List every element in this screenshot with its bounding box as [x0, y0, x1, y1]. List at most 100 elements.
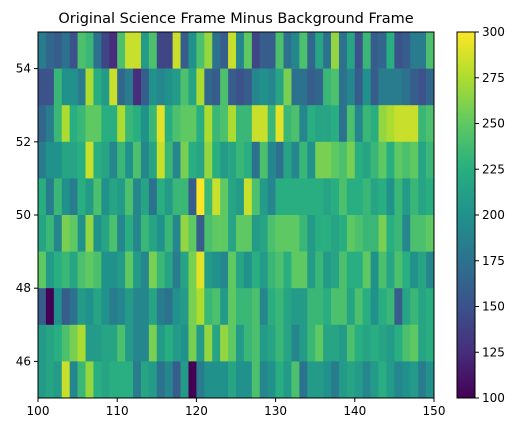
heatmap-cell — [275, 68, 284, 106]
heatmap-cell — [148, 105, 158, 143]
heatmap-cell — [101, 141, 110, 179]
heatmap-cell — [259, 251, 268, 289]
heatmap-cell — [331, 178, 340, 216]
heatmap-cell — [101, 178, 110, 216]
heatmap-cell — [283, 105, 292, 143]
heatmap-cell — [117, 361, 126, 398]
heatmap-cell — [164, 32, 173, 69]
heatmap-cell — [402, 215, 411, 252]
heatmap-cell — [434, 215, 442, 252]
heatmap-cell — [204, 361, 213, 398]
heatmap-cell — [434, 325, 442, 362]
heatmap-cell — [180, 178, 189, 216]
colorbar-tick-label: 175 — [482, 254, 505, 268]
heatmap-cell — [180, 141, 189, 179]
heatmap-cell — [117, 105, 126, 143]
heatmap-cell — [386, 251, 395, 289]
heatmap-cell — [283, 215, 292, 252]
heatmap-cell — [283, 324, 292, 362]
heatmap-cell — [156, 105, 166, 143]
heatmap-cell — [394, 141, 403, 179]
heatmap-cell — [418, 68, 427, 106]
heatmap-cell — [402, 105, 411, 143]
colorbar-tick-label: 150 — [482, 300, 505, 314]
heatmap-cell — [251, 288, 261, 326]
heatmap-cell — [442, 32, 450, 69]
heatmap-cell — [220, 178, 229, 216]
heatmap-cell — [251, 141, 261, 179]
heatmap-cell — [338, 288, 348, 326]
heatmap-cell — [307, 105, 316, 143]
heatmap-cell — [338, 361, 348, 398]
heatmap-cell — [101, 215, 110, 252]
heatmap-cell — [164, 141, 173, 179]
heatmap-cell — [53, 141, 63, 179]
heatmap-cell — [362, 251, 371, 289]
heatmap-cell — [323, 141, 332, 179]
heatmap-cell — [148, 68, 158, 106]
heatmap-cell — [362, 178, 371, 216]
heatmap-cell — [38, 32, 47, 33]
heatmap-cell — [53, 251, 63, 289]
heatmap-cell — [275, 251, 284, 289]
heatmap-cell — [315, 105, 324, 143]
heatmap-cell — [212, 251, 221, 289]
heatmap-cell — [220, 361, 229, 398]
heatmap-cell — [180, 105, 189, 143]
heatmap-cell — [156, 251, 166, 289]
heatmap-cell — [220, 324, 229, 362]
heatmap-cell — [259, 215, 268, 252]
heatmap-cell — [426, 178, 434, 216]
heatmap-cell — [180, 361, 189, 398]
heatmap-cell — [267, 178, 276, 216]
heatmap-cell — [69, 68, 78, 106]
heatmap-cell — [196, 251, 205, 289]
heatmap-cells — [38, 32, 450, 398]
heatmap-cell — [267, 215, 276, 252]
heatmap-cell — [172, 68, 181, 106]
heatmap-cell — [251, 32, 261, 69]
heatmap-cell — [402, 68, 411, 106]
heatmap-cell — [188, 215, 197, 252]
heatmap-cell — [156, 68, 166, 106]
heatmap-cell — [109, 68, 118, 106]
heatmap-cell — [315, 361, 324, 398]
heatmap-cell — [323, 68, 332, 106]
heatmap-cell — [259, 361, 268, 398]
heatmap-cell — [45, 215, 55, 252]
heatmap-cell — [426, 324, 434, 362]
heatmap-cell — [45, 141, 55, 179]
heatmap-cell — [291, 215, 300, 252]
heatmap-cell — [61, 215, 70, 252]
heatmap-cell — [196, 324, 205, 362]
heatmap-cell — [125, 251, 134, 289]
heatmap-cell — [370, 251, 379, 289]
heatmap-cell — [117, 215, 126, 252]
colorbar-tick-label: 125 — [482, 345, 505, 359]
heatmap-cell — [180, 251, 189, 289]
heatmap-cell — [85, 251, 94, 289]
heatmap-cell — [196, 215, 205, 252]
heatmap-cell — [93, 215, 102, 252]
heatmap-cell — [259, 178, 268, 216]
colorbar — [456, 31, 476, 399]
heatmap-cell — [69, 32, 78, 69]
heatmap-cell — [251, 215, 261, 252]
heatmap-cell — [442, 69, 450, 106]
heatmap-cell — [125, 105, 134, 143]
heatmap-cell — [85, 324, 94, 362]
heatmap-cell — [378, 178, 387, 216]
heatmap-cell — [85, 178, 94, 216]
heatmap-cell — [243, 68, 253, 106]
heatmap-cell — [338, 32, 348, 69]
heatmap-cell — [394, 251, 403, 289]
heatmap-cell — [346, 361, 356, 398]
heatmap-cell — [38, 361, 47, 398]
heatmap-cell — [346, 141, 356, 179]
heatmap-cell — [125, 324, 134, 362]
heatmap-cell — [180, 288, 189, 326]
heatmap-cell — [212, 178, 221, 216]
heatmap-cell — [125, 68, 134, 106]
heatmap-cell — [156, 32, 166, 69]
heatmap-cell — [378, 32, 387, 69]
